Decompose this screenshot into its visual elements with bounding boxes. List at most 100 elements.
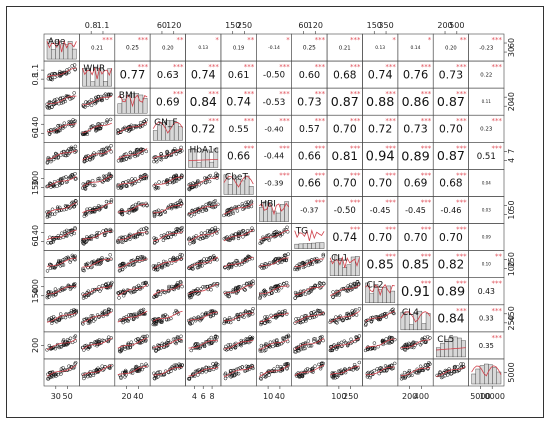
scatter-point [139,339,143,343]
scatter-point [98,126,102,131]
scatter-point [48,100,53,105]
significance-stars: *** [421,63,432,71]
significance-stars: *** [208,90,219,98]
scatter-point [143,339,148,343]
histogram-bar [471,373,477,385]
scatter-point [99,124,103,129]
right-tick-label: 30 [507,47,516,57]
scatter-point [109,336,114,340]
scatter-point [368,375,372,380]
histogram-bar [338,258,343,276]
smooth-line [153,148,183,159]
scatter-point [318,286,322,290]
scatter-point [419,341,424,345]
scatter-point [104,199,109,204]
scatter-point [62,343,66,348]
scatter-point [67,70,71,75]
scatter-point [90,209,95,213]
scatter-point [93,317,98,321]
smooth-line [259,229,289,241]
scatter-point [267,292,271,296]
smooth-line [188,311,218,321]
scatter-point [97,150,102,154]
scatter-point [58,69,62,74]
scatter-point [411,341,415,345]
scatter-point [91,371,96,375]
scatter-point [306,291,311,295]
bottom-tick-label: 400 [414,392,429,401]
scatter-point [232,373,236,378]
scatter-point [48,266,53,271]
histogram-bar [196,162,202,168]
histogram-bar [71,48,77,60]
scatter-point [121,154,125,159]
scatter-point [144,362,148,366]
scatter-point [83,262,88,267]
scatter-point [64,94,69,98]
correlation-value: 0.81 [332,149,358,163]
scatter-point [64,343,68,347]
scatter-point [97,314,101,319]
scatter-point [70,64,74,68]
significance-stars: *** [456,307,467,315]
scatter-point [158,370,162,374]
smooth-line [117,337,148,349]
scatter-point [133,177,138,181]
smooth-line [223,284,254,294]
scatter-point [154,319,159,324]
smooth-line [329,337,360,349]
scatter-point [353,308,358,312]
scatter-point [47,292,52,297]
smooth-line [82,230,112,240]
right-tick-label: 4 [507,158,516,163]
scatter-point [321,252,326,257]
histogram-bar [192,149,198,168]
histogram-bar [142,98,148,114]
scatter-point [296,293,300,297]
scatter-point [140,285,144,290]
smooth-line [223,229,254,242]
left-tick-label: 140 [31,225,40,240]
correlation-value: -0.50 [334,206,356,216]
histogram-bar [209,161,214,168]
correlation-value: 0.70 [333,177,357,190]
smooth-line [294,285,325,296]
scatter-point [404,342,408,347]
scatter-point [459,362,463,366]
scatter-point [73,360,78,365]
smooth-line [82,258,112,268]
scatter-point [197,291,201,295]
scatter-point [83,212,87,216]
scatter-point [72,231,76,236]
scatter-point [106,309,111,314]
correlation-value: 0.74 [368,69,393,82]
scatter-point [270,291,274,295]
scatter-point [89,103,94,108]
scatter-point [96,94,101,99]
scatter-point [135,234,140,239]
scatter-point [58,123,62,128]
scatter-point [100,313,104,317]
histogram-bar [417,310,423,331]
scatter-point [178,150,182,154]
correlation-value: -0.50 [263,71,285,81]
scatter-point [58,236,63,240]
scatter-point [94,95,98,100]
scatter-point [423,335,427,340]
scatter-point [278,233,283,238]
scatter-point [351,312,356,317]
smooth-line [153,204,183,214]
scatter-point [171,232,176,236]
top-tick-label: 120 [166,21,181,30]
scatter-point [120,157,124,162]
scatter-point [145,334,149,338]
bottom-tick-label: 200 [402,392,417,401]
smooth-line [259,338,289,351]
scatter-point [209,314,213,318]
correlation-value: 0.21 [339,45,351,51]
histogram-bar [117,103,123,114]
scatter-point [175,256,180,260]
scatter-point [109,143,113,148]
scatter-point [347,367,351,372]
scatter-point [45,269,50,273]
